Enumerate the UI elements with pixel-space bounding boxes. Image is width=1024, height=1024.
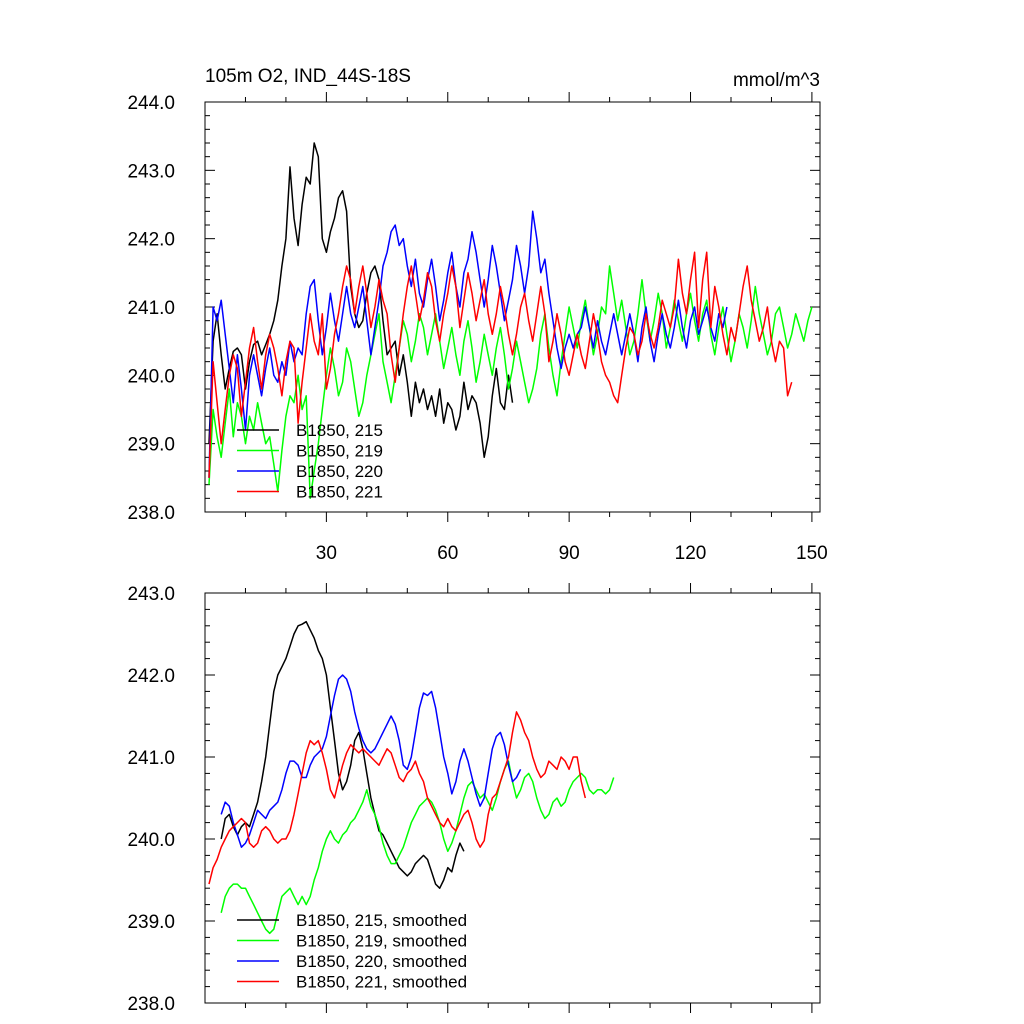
series-line-2 <box>208 210 728 478</box>
top-panel: 105m O2, IND_44S-18S mmol/m^3 238.0 239.0… <box>127 66 827 564</box>
legend-label: B1850, 220 <box>296 462 383 481</box>
bottom-panel: 238.0 239.0 240.0 241.0 242.0 243.0 B1850, 215… <box>127 583 821 1015</box>
top-panel-units: mmol/m^3 <box>733 70 820 91</box>
x-tick-label: 60 <box>437 543 458 564</box>
x-tick-label: 120 <box>675 543 707 564</box>
y-tick-label: 241.0 <box>127 298 175 319</box>
series-line-3 <box>208 251 793 478</box>
series-line-1 <box>220 760 615 935</box>
legend-label: B1850, 215 <box>296 421 383 440</box>
y-tick-label: 238.0 <box>127 994 175 1015</box>
plot-frame <box>204 592 821 1004</box>
legend-label: B1850, 221 <box>296 483 383 502</box>
x-tick-label: 30 <box>316 543 337 564</box>
legend-label: B1850, 221, smoothed <box>296 973 467 992</box>
y-tick-label: 241.0 <box>127 748 175 769</box>
series-line-0 <box>220 620 465 889</box>
series-line-3 <box>208 711 587 885</box>
top-panel-title: 105m O2, IND_44S-18S <box>205 66 411 87</box>
y-tick-label: 240.0 <box>127 366 175 387</box>
series-line-1 <box>208 265 813 500</box>
y-tick-label: 240.0 <box>127 830 175 851</box>
y-tick-label: 243.0 <box>127 584 175 605</box>
legend-label: B1850, 215, smoothed <box>296 911 467 930</box>
x-tick-label: 90 <box>559 543 580 564</box>
y-tick-label: 239.0 <box>127 912 175 933</box>
series-line-0 <box>208 142 514 459</box>
y-tick-label: 244.0 <box>127 93 175 114</box>
legend-label: B1850, 219, smoothed <box>296 932 467 951</box>
y-tick-label: 239.0 <box>127 435 175 456</box>
legend-label: B1850, 220, smoothed <box>296 952 467 971</box>
legend-label: B1850, 219 <box>296 442 383 461</box>
series-line-2 <box>220 674 522 848</box>
x-tick-label: 150 <box>796 543 828 564</box>
y-tick-label: 242.0 <box>127 666 175 687</box>
y-tick-label: 238.0 <box>127 503 175 524</box>
y-tick-label: 242.0 <box>127 230 175 251</box>
y-tick-label: 243.0 <box>127 161 175 182</box>
